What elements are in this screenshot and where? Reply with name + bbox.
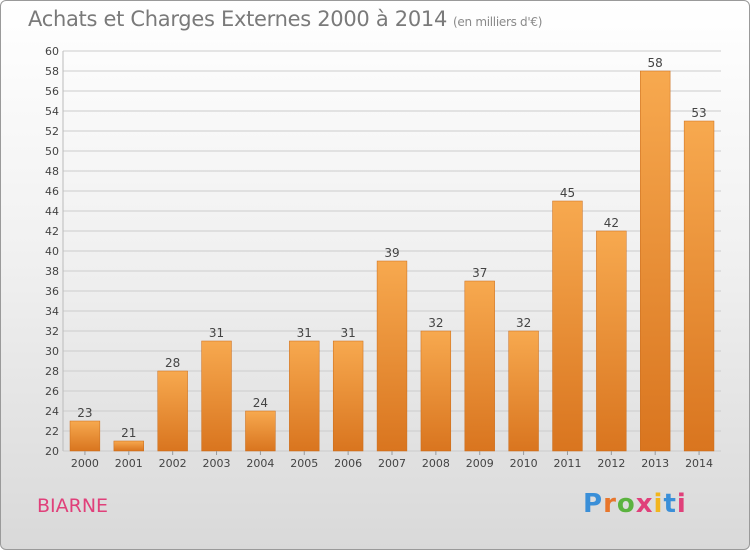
x-tick-label-2012: 2012 <box>597 457 625 470</box>
x-tick-label-2000: 2000 <box>71 457 99 470</box>
data-label-2004: 24 <box>253 396 268 410</box>
bar-2003 <box>201 340 232 452</box>
logo-letter: x <box>635 489 654 519</box>
bar-2008 <box>420 330 452 452</box>
data-label-2010: 32 <box>516 316 531 330</box>
bars <box>69 70 715 452</box>
bar-2011 <box>552 200 583 452</box>
y-tick-label: 26 <box>45 385 59 398</box>
logo-letter: i <box>653 489 664 519</box>
x-tick-label-2006: 2006 <box>334 457 362 470</box>
data-label-2013: 58 <box>648 56 663 70</box>
chart-title: Achats et Charges Externes 2000 à 2014 (e… <box>28 7 542 31</box>
logo-letter: t <box>663 489 677 519</box>
bar-2007 <box>376 260 408 452</box>
y-tick-label: 60 <box>45 45 59 58</box>
x-tick-label-2008: 2008 <box>422 457 450 470</box>
x-tick-label-2014: 2014 <box>685 457 713 470</box>
bar-2000 <box>69 420 101 452</box>
x-tick-label-2011: 2011 <box>553 457 581 470</box>
proxiti-logo: Proxiti <box>583 489 687 519</box>
logo-letter: r <box>603 489 617 519</box>
y-tick-label: 56 <box>45 85 59 98</box>
x-tick-label-2009: 2009 <box>466 457 494 470</box>
y-tick-label: 24 <box>45 405 59 418</box>
data-label-2014: 53 <box>691 106 706 120</box>
logo-letter: P <box>583 489 604 519</box>
bar-2006 <box>332 340 364 452</box>
chart-subtitle: (en milliers d'€) <box>453 15 543 29</box>
y-tick-label: 22 <box>45 425 59 438</box>
y-tick-label: 36 <box>45 285 59 298</box>
y-tick-label: 58 <box>45 65 59 78</box>
logo-letter: o <box>616 489 636 519</box>
y-tick-label: 42 <box>45 225 59 238</box>
x-tick-label-2002: 2002 <box>159 457 187 470</box>
x-tick-label-2001: 2001 <box>115 457 143 470</box>
x-axis-ticks: 2000 2001 2002 2003 2004 2005 2006 2007 2008 2009… <box>71 451 713 470</box>
y-tick-label: 50 <box>45 145 59 158</box>
bar-2001 <box>113 440 144 452</box>
commune-name: BIARNE <box>37 495 109 517</box>
y-tick-label: 32 <box>45 325 59 338</box>
data-label-2006: 31 <box>340 326 355 340</box>
y-tick-label: 34 <box>45 305 59 318</box>
data-labels: 23 21 28 31 24 31 31 39 32 37 32 45 42 58 53 <box>77 56 706 440</box>
bar-2002 <box>157 370 188 452</box>
bar-2012 <box>596 230 627 452</box>
bar-2005 <box>289 340 320 452</box>
x-tick-label-2007: 2007 <box>378 457 406 470</box>
chart-title-text: Achats et Charges Externes 2000 à 2014 <box>28 7 448 31</box>
data-label-2005: 31 <box>297 326 312 340</box>
data-label-2007: 39 <box>384 246 399 260</box>
y-tick-label: 54 <box>45 105 59 118</box>
y-tick-label: 30 <box>45 345 59 358</box>
bar-2009 <box>464 280 495 452</box>
x-tick-label-2005: 2005 <box>290 457 318 470</box>
logo-letter: i <box>676 489 687 519</box>
x-tick-label-2003: 2003 <box>203 457 231 470</box>
data-label-2012: 42 <box>604 216 619 230</box>
y-tick-label: 38 <box>45 265 59 278</box>
y-tick-label: 48 <box>45 165 59 178</box>
y-tick-label: 28 <box>45 365 59 378</box>
y-tick-label: 52 <box>45 125 59 138</box>
bar-2013 <box>640 70 671 452</box>
y-tick-label: 44 <box>45 205 59 218</box>
y-axis-ticks: 20 22 24 26 28 30 32 34 36 38 40 42 44 46 48 50 52 54 56 58… <box>45 45 59 458</box>
bar-2014 <box>683 120 715 452</box>
data-label-2009: 37 <box>472 266 487 280</box>
y-tick-label: 40 <box>45 245 59 258</box>
data-label-2008: 32 <box>428 316 443 330</box>
data-label-2003: 31 <box>209 326 224 340</box>
data-label-2000: 23 <box>77 406 92 420</box>
x-tick-label-2004: 2004 <box>246 457 274 470</box>
x-tick-label-2013: 2013 <box>641 457 669 470</box>
y-tick-label: 46 <box>45 185 59 198</box>
bar-2010 <box>508 330 539 452</box>
data-label-2001: 21 <box>121 426 136 440</box>
y-tick-label: 20 <box>45 445 59 458</box>
bar-2004 <box>245 410 276 452</box>
x-tick-label-2010: 2010 <box>510 457 538 470</box>
data-label-2002: 28 <box>165 356 180 370</box>
data-label-2011: 45 <box>560 186 575 200</box>
